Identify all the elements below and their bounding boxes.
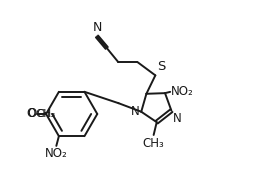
Text: N: N <box>173 112 182 125</box>
Text: NO₂: NO₂ <box>171 85 194 98</box>
Text: NO₂: NO₂ <box>45 147 68 160</box>
Text: S: S <box>157 60 165 73</box>
Text: CH₃: CH₃ <box>36 109 56 119</box>
Text: O: O <box>27 108 36 120</box>
Text: CH₃: CH₃ <box>35 109 55 119</box>
Text: N: N <box>131 105 140 118</box>
Text: N: N <box>92 21 102 34</box>
Text: O: O <box>26 108 35 120</box>
Text: CH₃: CH₃ <box>143 137 165 150</box>
